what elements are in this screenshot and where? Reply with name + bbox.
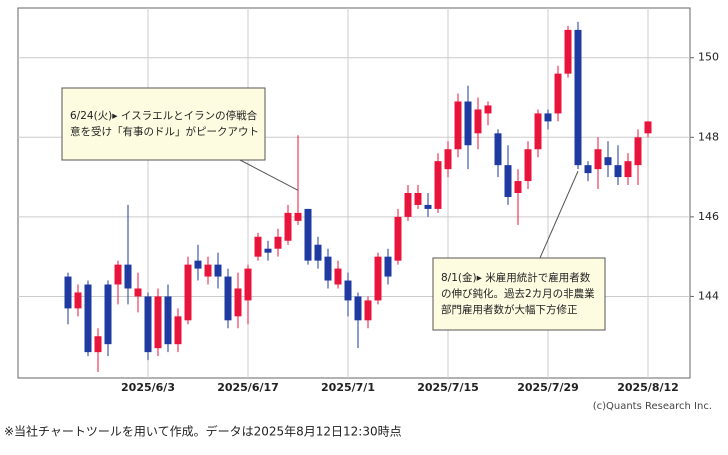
candle-body <box>184 264 192 321</box>
candle-body <box>574 29 582 166</box>
candle-body <box>244 268 252 301</box>
candle-body <box>144 296 152 353</box>
x-tick-label: 2025/6/3 <box>121 381 175 394</box>
y-tick-label: 146 <box>698 210 719 223</box>
candle-body <box>94 336 102 353</box>
candle-body <box>444 149 452 170</box>
candle-body <box>414 193 422 205</box>
candle-body <box>64 276 72 309</box>
footnote: ※当社チャートツールを用いて作成。データは2025年8月12日12:30時点 <box>4 424 402 439</box>
x-tick-label: 2025/7/15 <box>417 381 479 394</box>
candle-body <box>394 216 402 261</box>
y-tick-label: 148 <box>698 130 719 143</box>
candle-body <box>214 264 222 277</box>
x-tick-label: 2025/7/1 <box>321 381 375 394</box>
candle-body <box>634 137 642 166</box>
leader-line <box>539 170 579 259</box>
candle-body <box>604 157 612 166</box>
x-tick-label: 2025/6/17 <box>217 381 279 394</box>
candle-body <box>424 204 432 209</box>
credit: (c)Quants Research Inc. <box>593 401 712 412</box>
candle-body <box>234 288 242 317</box>
annotation-text: の伸び鈍化。過去2カ月の非農業 <box>441 287 595 300</box>
candle-body <box>494 133 502 166</box>
candle-body <box>224 276 232 321</box>
candle-body <box>274 236 282 249</box>
annotation-text: 8/1(金)▸ 米雇用統計で雇用者数 <box>441 271 591 284</box>
candle-body <box>124 264 132 289</box>
candle-body <box>204 264 212 277</box>
candle-body <box>84 284 92 353</box>
candle-body <box>304 208 312 261</box>
candle-body <box>174 316 182 345</box>
candle-body <box>484 105 492 114</box>
candle-body <box>624 161 632 178</box>
candle-body <box>464 101 472 146</box>
candle-body <box>584 165 592 174</box>
candle-body <box>154 296 162 349</box>
candle-body <box>254 236 262 257</box>
candle-body <box>514 181 522 193</box>
candle-body <box>434 161 442 209</box>
candle-body <box>104 284 112 345</box>
candle-body <box>384 256 392 277</box>
annotation-text: 6/24(火)▸ イスラエルとイランの停戦合 <box>70 109 258 122</box>
candle-body <box>544 113 552 122</box>
candle-body <box>114 264 122 285</box>
y-tick-label: 144 <box>698 289 719 302</box>
candle-body <box>284 212 292 241</box>
candle-body <box>194 260 202 269</box>
annotation-text: 意を受け「有事のドル」がピークアウト <box>70 125 259 138</box>
candle-body <box>324 256 332 281</box>
candle-body <box>264 248 272 253</box>
candle-body <box>564 29 572 74</box>
candle-body <box>524 149 532 182</box>
candle-body <box>294 212 302 221</box>
candle-body <box>404 193 412 217</box>
candle-body <box>534 113 542 150</box>
annotation-box <box>61 87 266 161</box>
candle-body <box>644 121 652 134</box>
candle-body <box>364 300 372 321</box>
candle-body <box>134 288 142 297</box>
leader-line <box>239 159 299 191</box>
candle-body <box>374 256 382 301</box>
candle-body <box>554 73 562 114</box>
y-tick-label: 150 <box>698 51 719 64</box>
candle-body <box>614 165 622 178</box>
candle-body <box>454 101 462 150</box>
candle-body <box>354 296 362 321</box>
candle-body <box>334 268 342 285</box>
x-tick-label: 2025/8/12 <box>617 381 679 394</box>
candle-body <box>474 109 482 134</box>
candle-body <box>164 296 172 345</box>
candle-body <box>504 165 512 197</box>
candle-body <box>314 244 322 261</box>
x-tick-label: 2025/7/29 <box>517 381 579 394</box>
candle-body <box>344 280 352 301</box>
annotation-text: 部門雇用者数が大幅下方修正 <box>441 303 578 316</box>
candle-body <box>594 149 602 170</box>
annotation-box <box>432 257 606 331</box>
candle-body <box>74 292 82 309</box>
